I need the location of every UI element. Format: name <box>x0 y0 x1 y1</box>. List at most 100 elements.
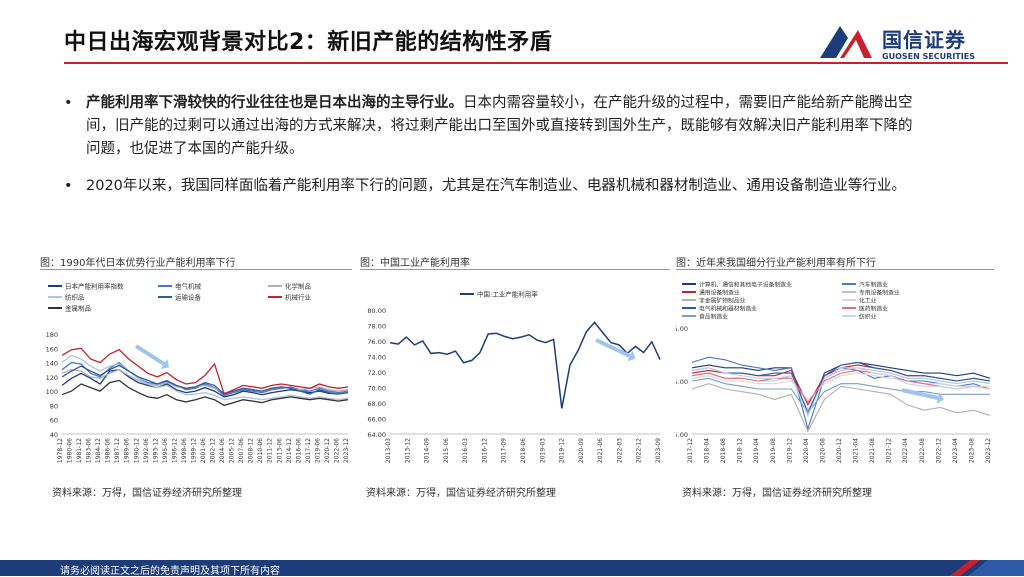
chart-china-utilization: 中国:工业产能利用率 64.00 66.00 68.00 70.00 72.00 74.00… <box>367 290 662 464</box>
x-tick-label: 2014-09 <box>424 438 431 463</box>
series-line <box>61 379 349 407</box>
series-line <box>61 368 349 394</box>
legend-label: 电气机械 <box>175 282 202 291</box>
bullet-bold-text: 产能利用率下滑较快的行业往往也是日本出海的主导行业。 <box>86 95 463 111</box>
footer-disclaimer: 请务必阅读正文之后的免责声明及其项下所有内容 <box>60 566 280 577</box>
x-tick-label: 2020-09 <box>578 438 585 463</box>
series-line <box>691 377 990 414</box>
x-tick-label: 1986-06 <box>105 438 112 463</box>
x-tick-label: 2020-12 <box>324 438 331 463</box>
x-tick-label: 2021-06 <box>597 438 604 463</box>
x-tick-label: 2013-06 <box>276 438 283 463</box>
x-tick-label: 1980-06 <box>67 438 74 463</box>
legend-label: 化学制品 <box>285 282 311 291</box>
legend-label: 中国:工业产能利用率 <box>477 290 538 299</box>
x-tick-label: 1978-12 <box>57 438 64 463</box>
legend-label: 非金属矿物制品业 <box>699 297 746 305</box>
legend-label: 计算机、通信和其他电子设备制造业 <box>699 281 792 289</box>
series-line <box>61 361 349 397</box>
y-tick-label: 70.00 <box>367 385 386 393</box>
x-tick-label: 2001-06 <box>200 438 207 463</box>
legend-label: 医药制造业 <box>859 305 888 313</box>
x-tick-label: 2017-09 <box>501 438 508 463</box>
x-tick-label: 2023-12 <box>985 438 992 463</box>
trend-arrowhead-icon <box>936 392 944 404</box>
chart-caption: 图：近年来我国细分行业产能利用率有所下行 <box>676 258 876 269</box>
chart-panel-china: 图：中国工业产能利用率 中国:工业产能利用率 64.00 66.00 68.00 70.… <box>360 254 670 464</box>
x-tick-label: 2023-08 <box>968 438 975 463</box>
bullet-marker: • <box>64 178 73 194</box>
series-line <box>389 321 661 409</box>
x-tick-label: 2021-04 <box>853 438 860 463</box>
x-tick-label: 2016-06 <box>295 438 302 463</box>
trend-arrow-icon <box>901 388 939 400</box>
x-tick-label: 2018-12 <box>737 438 744 463</box>
x-tick-label: 1983-06 <box>86 438 93 463</box>
x-tick-label: 1981-12 <box>76 438 83 463</box>
y-tick-label: 66.00 <box>367 416 386 424</box>
legend-label: 运输设备 <box>175 293 202 302</box>
x-tick-label: 2002-12 <box>210 438 217 463</box>
logo-en-text: GUOSEN SECURITIES <box>882 52 975 61</box>
x-tick-label: 2019-04 <box>753 438 760 463</box>
chart-caption: 图：1990年代日本优势行业产能利用率下行 <box>40 258 236 269</box>
y-tick-label: 60 <box>50 417 58 425</box>
x-tick-label: 2019-06 <box>314 438 321 463</box>
page-title: 中日出海宏观背景对比2：新旧产能的结构性矛盾 <box>64 30 553 55</box>
x-tick-label: 2019-03 <box>539 438 546 463</box>
series-line <box>61 354 349 401</box>
legend-label: 专用设备制造业 <box>859 289 900 297</box>
y-tick-label: 75.00 <box>676 378 688 386</box>
x-tick-label: 2022-04 <box>902 438 909 463</box>
x-tick-label: 2016-12 <box>481 438 488 463</box>
y-tick-label: 68.00 <box>367 400 386 408</box>
x-tick-label: 2022-12 <box>636 438 643 463</box>
x-tick-label: 2023-04 <box>952 438 959 463</box>
y-tick-label: 160 <box>46 345 58 353</box>
x-tick-label: 2021-12 <box>886 438 893 463</box>
y-tick-label: 80 <box>50 402 58 410</box>
x-tick-label: 1993-12 <box>152 438 159 463</box>
series-line <box>61 347 349 395</box>
legend-label: 机械行业 <box>285 293 312 302</box>
series-line <box>691 372 990 401</box>
logo-cn-text: 国信证券 <box>882 28 966 52</box>
y-tick-label: 55.00 <box>676 431 688 439</box>
x-tick-label: 2022-03 <box>616 438 623 463</box>
x-tick-label: 1984-12 <box>95 438 102 463</box>
caption-rule <box>676 269 994 270</box>
legend-label: 日本产能利用率指数 <box>65 282 124 291</box>
trend-arrow-icon <box>134 344 166 366</box>
x-tick-label: 1987-12 <box>114 438 121 463</box>
y-tick-label: 74.00 <box>367 354 386 362</box>
y-tick-label: 80.00 <box>367 307 386 315</box>
caption-rule <box>40 269 352 270</box>
title-rule <box>64 62 1008 64</box>
y-tick-label: 78.00 <box>367 323 386 331</box>
x-tick-label: 2017-12 <box>305 438 312 463</box>
company-logo: 国信证券 GUOSEN SECURITIES <box>814 20 1014 64</box>
trend-arrowhead-icon <box>160 358 170 370</box>
legend-label: 纺织业 <box>859 313 877 321</box>
x-tick-label: 2022-12 <box>935 438 942 463</box>
bullet-marker: • <box>64 95 73 111</box>
x-tick-label: 2013-12 <box>404 438 411 463</box>
x-tick-label: 2013-03 <box>385 438 392 463</box>
legend-label: 汽车制造业 <box>859 281 888 289</box>
x-tick-label: 2015-06 <box>443 438 450 463</box>
y-tick-label: 76.00 <box>367 338 386 346</box>
x-tick-label: 2019-12 <box>786 438 793 463</box>
caption-rule <box>360 269 670 270</box>
trend-arrowhead-icon <box>627 350 636 362</box>
y-tick-label: 180 <box>46 331 58 339</box>
chart-source: 资料来源：万得，国信证券经济研究所整理 <box>52 488 242 499</box>
y-tick-label: 100 <box>46 388 58 396</box>
y-tick-label: 40 <box>50 431 58 439</box>
x-tick-label: 2014-12 <box>286 438 293 463</box>
x-tick-label: 2008-12 <box>248 438 255 463</box>
bullet-list: • 产能利用率下滑较快的行业往往也是日本出海的主导行业。日本内需容量较小，在产能… <box>64 92 924 212</box>
bullet-text: 日本内需容量较小，在产能升级的过程中，需要旧产能给新产能腾出空间，旧产能的过剩可… <box>86 95 913 157</box>
